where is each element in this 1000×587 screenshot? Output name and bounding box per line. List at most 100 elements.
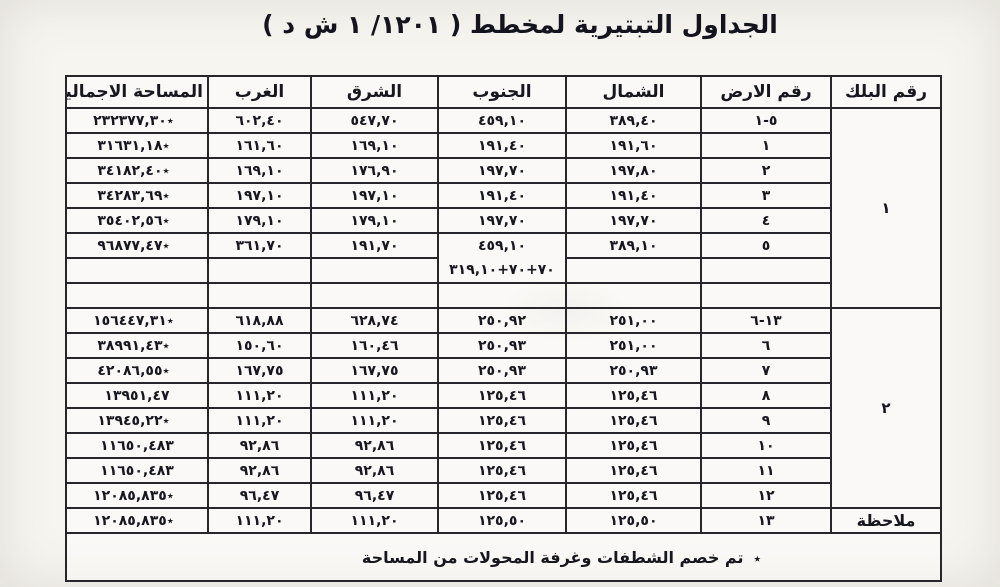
- area-cell: ٭١٥٦٤٤٧,٣١: [65, 307, 209, 334]
- asterisk-marker: ٭: [166, 113, 174, 129]
- footnote-row: ٭ تم خصم الشطفات وغرفة المحولات من المساح…: [65, 532, 942, 582]
- table-row: ١٢ ١٢٥,٤٦ ١٢٥,٤٦ ٩٦,٤٧ ٩٦,٤٧ ٭١٢٠٨٥,٨٣٥: [65, 482, 941, 509]
- land-cell: ١٣-٦: [700, 307, 832, 334]
- south-cell: ١٢٥,٤٦: [437, 432, 567, 459]
- asterisk-marker: ٭: [162, 338, 170, 354]
- col-header-block: رقم البلك: [830, 75, 942, 109]
- east-cell: ١٧٦,٩٠: [310, 157, 439, 184]
- table-row: ٢ ١٩٧,٨٠ ١٩٧,٧٠ ١٧٦,٩٠ ١٦٩,١٠ ٭٣٤١٨٢,٤٠: [65, 157, 941, 184]
- west-cell: ٩٦,٤٧: [207, 482, 312, 509]
- page-title: الجداول التبتيرية لمخطط ( ١٢٠١/ ١ ش د ): [262, 10, 778, 39]
- note-label-cell: ملاحظة: [830, 507, 942, 534]
- west-cell: ١٦٧,٧٥: [207, 357, 312, 384]
- asterisk-marker: ٭: [162, 188, 170, 204]
- north-cell: ٣٨٩,٤٠: [565, 107, 702, 134]
- area-cell: ٭٣١٦٣١,١٨: [65, 132, 209, 159]
- asterisk-marker: ٭: [166, 313, 174, 329]
- north-cell: ١٢٥,٤٦: [565, 482, 702, 509]
- area-cell: ٭٣٥٤٠٢,٥٦: [65, 207, 209, 234]
- south-cell: [437, 282, 567, 309]
- north-cell: ١٩٧,٧٠: [565, 207, 702, 234]
- footnote-cell: ٭ تم خصم الشطفات وغرفة المحولات من المساح…: [65, 532, 942, 582]
- west-cell: ١١١,٢٠: [207, 382, 312, 409]
- land-cell: ٧: [700, 357, 832, 384]
- north-cell: ١٩٧,٨٠: [565, 157, 702, 184]
- north-cell: ٢٥١,٠٠: [565, 332, 702, 359]
- asterisk-marker: ٭: [162, 413, 170, 429]
- east-cell: ٩٢,٨٦: [310, 457, 439, 484]
- west-cell: ١٦١,٦٠: [207, 132, 312, 159]
- table-row: ١٠ ١٢٥,٤٦ ١٢٥,٤٦ ٩٢,٨٦ ٩٢,٨٦ ١١٦٥٠,٤٨٣: [65, 432, 941, 459]
- area-cell: ٭١٢٠٨٥,٨٣٥: [65, 507, 209, 534]
- asterisk-marker: ٭: [162, 163, 170, 179]
- area-value: ١٣٩٤٥,٢٢: [97, 412, 163, 429]
- area-value: ١٢٠٨٥,٨٣٥: [93, 487, 167, 504]
- west-cell: ١٦٩,١٠: [207, 157, 312, 184]
- footnote-text: تم خصم الشطفات وغرفة المحولات من المساحة: [361, 547, 744, 567]
- south-cell: ١٩١,٤٠: [437, 132, 567, 159]
- footnote-asterisk: ٭: [753, 550, 762, 567]
- west-cell: ٦٠٢,٤٠: [207, 107, 312, 134]
- area-value: ١١٦٥٠,٤٨٣: [100, 437, 174, 454]
- land-cell: ٩: [700, 407, 832, 434]
- table-row: [65, 257, 941, 284]
- area-cell: ٭١٢٠٨٥,٨٣٥: [65, 482, 209, 509]
- west-cell: ٣٦١,٧٠: [207, 232, 312, 259]
- col-header-east: الشرق: [310, 75, 439, 109]
- land-cell: ٨: [700, 382, 832, 409]
- east-cell: ١٦٠,٤٦: [310, 332, 439, 359]
- asterisk-marker: ٭: [166, 488, 174, 504]
- south-cell-merged: ٤٥٩,١٠ ٧٠+٧٠+٣١٩,١٠: [437, 232, 567, 284]
- asterisk-marker: ٭: [166, 513, 174, 529]
- header-row: رقم البلك رقم الارض الشمال الجنوب الشرق …: [65, 75, 942, 109]
- south-cell: ٢٥٠,٩٢: [437, 307, 567, 334]
- south-cell: ٤٥٩,١٠: [437, 107, 567, 134]
- table-row: ٩ ١٢٥,٤٦ ١٢٥,٤٦ ١١١,٢٠ ١١١,٢٠ ٭١٣٩٤٥,٢٢: [65, 407, 941, 434]
- north-cell: ١٩١,٤٠: [565, 182, 702, 209]
- land-cell: ٥: [700, 232, 832, 259]
- east-cell: ١١١,٢٠: [310, 507, 439, 534]
- area-value: ١٣٩٥١,٤٧: [104, 387, 170, 404]
- table-row: ٤ ١٩٧,٧٠ ١٩٧,٧٠ ١٧٩,١٠ ١٧٩,١٠ ٭٣٥٤٠٢,٥٦: [65, 207, 941, 234]
- block-number-cell: ١: [830, 107, 942, 309]
- north-cell: ١٢٥,٤٦: [565, 382, 702, 409]
- area-cell: [65, 282, 209, 309]
- land-cell: ١٠: [700, 432, 832, 459]
- land-cell: ١٢: [700, 482, 832, 509]
- east-cell: ٩٦,٤٧: [310, 482, 439, 509]
- area-cell: ٭٢٣٢٣٧٧,٣٠: [65, 107, 209, 134]
- north-cell: ٣٨٩,١٠: [565, 232, 702, 259]
- asterisk-marker: ٭: [162, 363, 170, 379]
- west-cell: ٦١٨,٨٨: [207, 307, 312, 334]
- east-cell: ١١١,٢٠: [310, 407, 439, 434]
- area-value: ١١٦٥٠,٤٨٣: [100, 462, 174, 479]
- col-header-area: المساحة الاجمالية: [65, 75, 209, 109]
- table-row: ٨ ١٢٥,٤٦ ١٢٥,٤٦ ١١١,٢٠ ١١١,٢٠ ١٣٩٥١,٤٧: [65, 382, 941, 409]
- table-row: ١ ٥-١ ٣٨٩,٤٠ ٤٥٩,١٠ ٥٤٧,٧٠ ٦٠٢,٤٠ ٭٢٣٢٣٧…: [65, 107, 942, 309]
- asterisk-marker: ٭: [162, 138, 170, 154]
- north-cell: ١٢٥,٤٦: [565, 457, 702, 484]
- land-cell: ٣: [700, 182, 832, 209]
- land-cell: ٢: [700, 157, 832, 184]
- area-cell: [65, 257, 209, 284]
- west-cell: ١٩٧,١٠: [207, 182, 312, 209]
- north-cell: ١٩١,٦٠: [565, 132, 702, 159]
- area-cell: ٭٣٤١٨٢,٤٠: [65, 157, 209, 184]
- area-cell: ٭٩٦٨٧٧,٤٧: [65, 232, 209, 259]
- east-cell: ٥٤٧,٧٠: [310, 107, 439, 134]
- table-row: ١١ ١٢٥,٤٦ ١٢٥,٤٦ ٩٢,٨٦ ٩٢,٨٦ ١١٦٥٠,٤٨٣: [65, 457, 941, 484]
- south-cell: ١٩١,٤٠: [437, 182, 567, 209]
- south-cell: ٢٥٠,٩٣: [437, 357, 567, 384]
- north-cell: ١٢٥,٤٦: [565, 432, 702, 459]
- east-cell: ١٦٩,١٠: [310, 132, 439, 159]
- north-cell: ٢٥٠,٩٣: [565, 357, 702, 384]
- south-cell: ٢٥٠,٩٣: [437, 332, 567, 359]
- area-cell: ١١٦٥٠,٤٨٣: [65, 432, 209, 459]
- table-row: ١ ١٩١,٦٠ ١٩١,٤٠ ١٦٩,١٠ ١٦١,٦٠ ٭٣١٦٣١,١٨: [65, 132, 941, 159]
- land-cell: ٦: [700, 332, 832, 359]
- south-cell: ١٩٧,٧٠: [437, 207, 567, 234]
- land-cell: ١١: [700, 457, 832, 484]
- land-cell: ٥-١: [700, 107, 832, 134]
- east-cell: ١٩١,٧٠: [310, 232, 439, 259]
- north-cell: ١٢٥,٥٠: [565, 507, 702, 534]
